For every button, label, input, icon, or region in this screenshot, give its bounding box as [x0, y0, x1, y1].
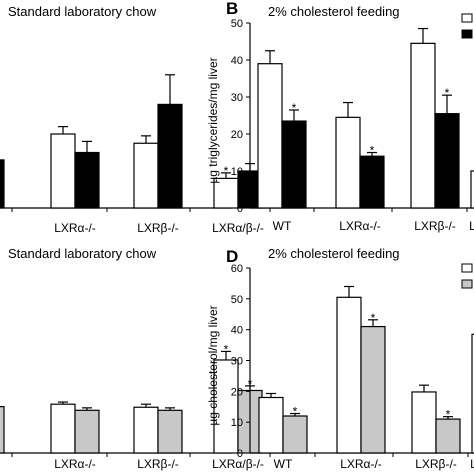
category-label: LXRα-/- [340, 457, 382, 471]
y-tick-label: 20 [231, 129, 243, 141]
bar [410, 42, 436, 209]
bar [336, 296, 362, 454]
bar [471, 333, 474, 454]
panel-title: Standard laboratory chow [8, 246, 157, 261]
bar [282, 415, 308, 454]
panel-title: 2% cholesterol feeding [268, 4, 400, 19]
bar [157, 103, 183, 209]
significance-star: * [292, 101, 297, 115]
y-tick-label: 50 [231, 294, 243, 306]
significance-star: * [224, 342, 229, 356]
bar [0, 406, 5, 454]
category-label: WT [274, 457, 293, 471]
category-label: LXRα/β-/- [469, 219, 474, 233]
panel-letter: B [226, 0, 238, 18]
y-axis-label: µg cholesterol/mg liver [206, 305, 220, 425]
bar [257, 63, 283, 209]
significance-star: * [293, 405, 298, 419]
bar [133, 142, 159, 209]
y-tick-label: 50 [231, 18, 243, 30]
category-label: LXRα/β-/- [212, 457, 264, 471]
panel-a: Standard laboratory chowWTLXRα-/-LXRβ-/-… [0, 4, 271, 235]
category-label: LXRα/β-/- [470, 457, 474, 471]
category-label: LXRα-/- [54, 457, 96, 471]
panel-b: 2% cholesterol feeding B 0 10 20 30 40 50 µg tri… [206, 0, 474, 233]
significance-star: * [224, 164, 229, 178]
bar [74, 151, 100, 209]
category-label: LXRα/β-/- [212, 221, 264, 235]
category-label: LXRα-/- [339, 219, 381, 233]
category-label: LXRβ-/- [137, 457, 179, 471]
bar [281, 120, 307, 209]
y-tick-label: 0 [237, 203, 243, 215]
y-tick-label: 10 [231, 417, 243, 429]
category-label: LXRβ-/- [415, 457, 457, 471]
bar [0, 159, 5, 209]
category-label: LXRα-/- [54, 221, 96, 235]
bar [360, 325, 386, 454]
bar [359, 155, 385, 209]
y-tick-label: 30 [231, 356, 243, 368]
bar [50, 133, 76, 209]
significance-star: * [445, 86, 450, 100]
panel-letter: D [226, 247, 238, 266]
legend-swatch [461, 29, 473, 39]
y-tick-label: 10 [231, 166, 243, 178]
bar [434, 113, 460, 209]
bar [133, 406, 159, 454]
y-tick-label: 60 [231, 263, 243, 275]
legend-swatch [461, 263, 473, 273]
y-tick-label: 30 [231, 92, 243, 104]
panel-title: 2% cholesterol feeding [268, 246, 400, 261]
y-tick-label: 20 [231, 386, 243, 398]
panel-title: Standard laboratory chow [8, 4, 157, 19]
bar [74, 409, 100, 454]
bar [335, 116, 361, 209]
legend-swatch [461, 279, 473, 289]
significance-star: * [446, 408, 451, 422]
category-label: LXRβ-/- [137, 221, 179, 235]
category-label: WT [273, 219, 292, 233]
bar [157, 409, 183, 454]
y-tick-label: 40 [231, 325, 243, 337]
y-axis-label: µg triglycerides/mg liver [206, 57, 220, 183]
bar [258, 396, 284, 454]
significance-star: * [371, 311, 376, 325]
y-tick-label: 0 [237, 448, 243, 460]
legend-swatch [461, 13, 473, 23]
bar [50, 403, 76, 454]
y-tick-label: 40 [231, 55, 243, 67]
category-label: LXRβ-/- [414, 219, 456, 233]
bar [470, 170, 474, 209]
panel-d: 2% cholesterol feeding D 0 10 20 30 40 50 60 µg c… [206, 246, 474, 471]
bar [435, 418, 461, 454]
panel-c: Standard laboratory chowWTLXRα-/-LXRβ-/-… [0, 246, 271, 471]
significance-star: * [370, 144, 375, 158]
bar [411, 391, 437, 454]
